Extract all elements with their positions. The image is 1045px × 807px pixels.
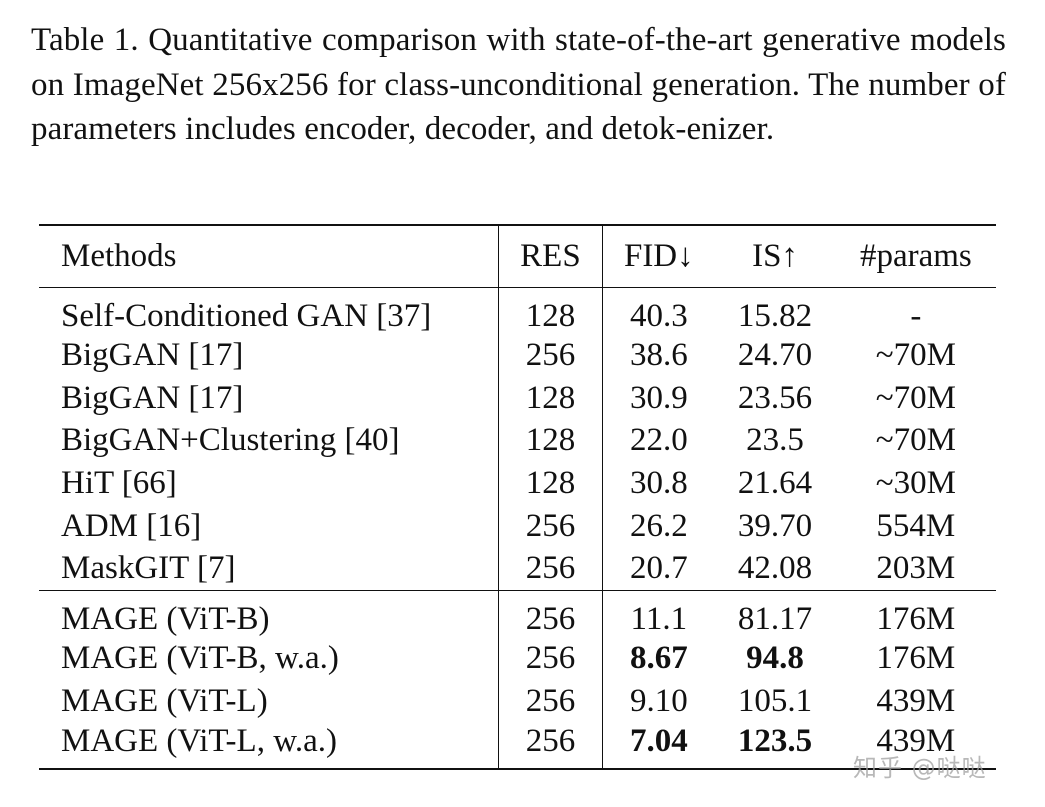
results-table: Methods RES FID↓ IS↑ #params Self-Condit… [39,224,996,770]
fid-cell: 11.1 [602,590,715,638]
table-row: MAGE (ViT-B) 256 11.1 81.17 176M [39,590,996,638]
fid-cell: 22.0 [602,419,715,463]
params-cell: ~70M [875,422,956,459]
res-cell: 128 [497,287,603,335]
params-cell: ~70M [875,337,956,374]
method-cell: HiT [66] [61,465,177,502]
res-cell: 256 [497,590,603,638]
is-cell: 81.17 [737,600,813,637]
table-row: MAGE (ViT-B, w.a.) 256 8.67 94.8 176M [39,637,996,681]
fid-cell: 9.10 [602,680,715,723]
params-cell: 554M [876,507,956,544]
method-cell: BigGAN [17] [61,379,244,416]
fid-cell-best: 8.67 [602,637,715,681]
is-cell-best: 123.5 [714,723,835,769]
params-cell: 176M [876,600,956,637]
fid-cell: 20.7 [602,547,715,591]
is-cell: 24.70 [737,337,813,374]
fid-cell: 26.2 [602,504,715,548]
fid-cell: 30.8 [602,462,715,505]
is-cell: 21.64 [737,465,813,502]
params-cell: 439M [876,722,956,759]
res-cell: 256 [497,334,603,378]
table-row: BigGAN [17] 256 38.6 24.70 ~70M [39,334,996,378]
header-params: #params [859,237,972,274]
bold-value: 123.5 [737,722,813,759]
res-cell: 256 [497,504,603,548]
method-cell: ADM [16] [61,507,202,544]
res-cell: 256 [497,722,603,769]
method-cell: MAGE (ViT-B) [61,600,270,637]
results-table-container: Methods RES FID↓ IS↑ #params Self-Condit… [39,224,996,770]
params-cell: ~70M [875,379,956,416]
table-header-row: Methods RES FID↓ IS↑ #params [39,225,996,287]
table-row: BigGAN [17] 128 30.9 23.56 ~70M [39,377,996,420]
method-cell: MaskGIT [7] [61,550,236,587]
method-cell: BigGAN [17] [61,337,244,374]
table-row: MAGE (ViT-L) 256 9.10 105.1 439M [39,680,996,723]
header-fid: FID↓ [602,225,715,287]
method-cell: MAGE (ViT-B, w.a.) [61,640,339,677]
method-cell: MAGE (ViT-L, w.a.) [61,722,338,759]
bold-value: 7.04 [629,722,688,759]
header-res: RES [497,225,603,287]
is-cell-best: 94.8 [714,638,835,681]
is-cell: 15.82 [737,297,813,334]
fid-cell: 40.3 [602,287,715,335]
method-cell: Self-Conditioned GAN [37] [61,297,432,334]
is-cell: 23.5 [746,422,804,459]
bold-value: 8.67 [629,640,688,677]
method-cell: BigGAN+Clustering [40] [61,422,400,459]
params-cell: ~30M [875,465,956,502]
params-cell: - [910,297,922,334]
fid-cell-best: 7.04 [602,722,715,769]
is-cell: 42.08 [737,550,813,587]
res-cell: 128 [497,377,603,420]
is-cell: 23.56 [737,379,813,416]
fid-cell: 38.6 [602,334,715,378]
res-cell: 128 [497,419,603,463]
is-cell: 39.70 [737,507,813,544]
res-cell: 256 [497,680,603,723]
res-cell: 256 [497,547,603,591]
fid-cell: 30.9 [602,377,715,420]
is-cell: 105.1 [737,682,813,719]
table-caption: Table 1. Quantitative comparison with st… [31,22,1006,147]
params-cell: 203M [876,550,956,587]
res-cell: 128 [497,462,603,505]
method-cell: MAGE (ViT-L) [61,682,268,719]
params-cell: 176M [876,640,956,677]
table-row: BigGAN+Clustering [40] 128 22.0 23.5 ~70… [39,419,996,463]
bold-value: 94.8 [746,640,804,677]
header-is: IS↑ [752,237,798,274]
header-methods: Methods [61,237,177,274]
table-row: ADM [16] 256 26.2 39.70 554M [39,504,996,548]
table-row: MaskGIT [7] 256 20.7 42.08 203M [39,547,996,591]
table-row: Self-Conditioned GAN [37] 128 40.3 15.82… [39,287,996,335]
table-row: HiT [66] 128 30.8 21.64 ~30M [39,462,996,505]
table-row: MAGE (ViT-L, w.a.) 256 7.04 123.5 439M [39,722,996,769]
params-cell: 439M [876,682,956,719]
res-cell: 256 [497,637,603,681]
